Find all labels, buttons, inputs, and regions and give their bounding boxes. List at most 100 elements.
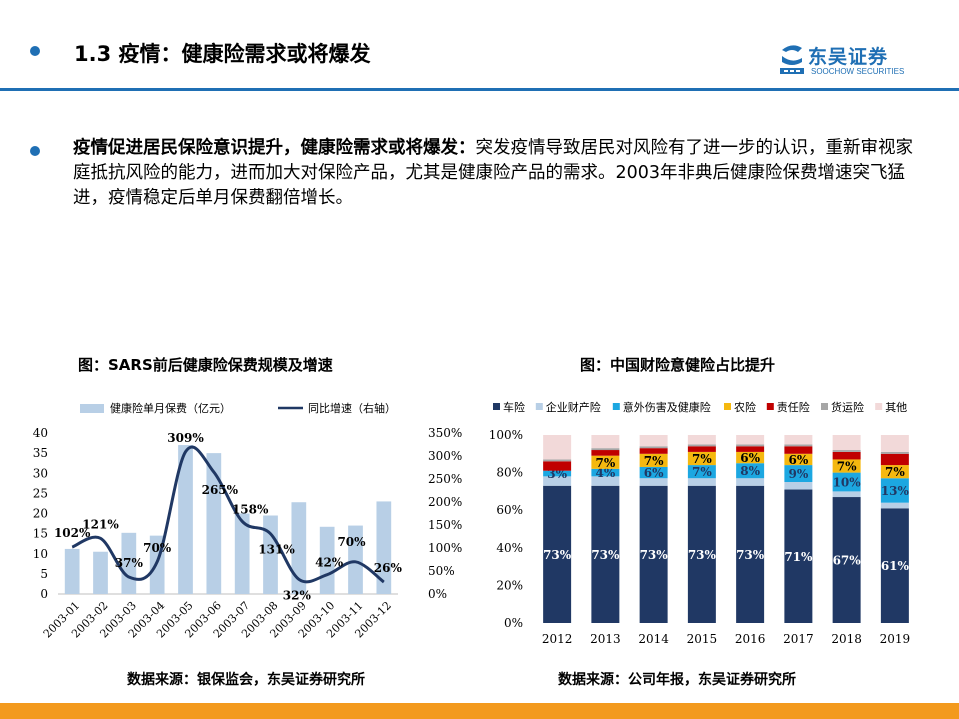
y-left-tick-label: 20 <box>33 507 48 521</box>
y-right-tick-label: 150% <box>428 518 462 532</box>
growth-data-label: 70% <box>337 535 366 549</box>
legend-label-premium: 健康险单月保费（亿元） <box>110 401 231 415</box>
segment-data-label: 7% <box>692 465 712 479</box>
y-left-tick-label: 25 <box>33 486 48 500</box>
bar-segment <box>591 485 620 623</box>
bar-segment <box>832 472 861 492</box>
y-left-tick-label: 5 <box>40 567 48 581</box>
line-growth <box>71 445 385 584</box>
bar-segment <box>784 446 813 454</box>
bar-segment <box>591 435 620 449</box>
segment-data-label: 67% <box>833 554 862 568</box>
segment-data-label: 6% <box>740 451 760 465</box>
bar-segment <box>543 485 572 623</box>
bar-segment <box>832 450 861 452</box>
segment-data-label: 4% <box>595 466 615 480</box>
segment-data-label: 73% <box>736 548 765 562</box>
growth-data-label: 102% <box>54 526 91 540</box>
bar-segment <box>832 497 861 623</box>
logo-subtitle: SOOCHOW SECURITIES <box>811 67 905 76</box>
segment-data-label: 73% <box>543 548 572 562</box>
x-tick-label: 2012 <box>542 632 573 646</box>
bar-segment <box>687 485 716 623</box>
bar-segment <box>880 508 909 623</box>
legend-swatch <box>766 403 774 410</box>
bar-premium <box>348 525 363 594</box>
legend-swatch <box>535 403 543 410</box>
bar-segment <box>639 453 668 467</box>
bar-segment <box>736 485 765 623</box>
bar-segment <box>880 502 909 509</box>
bar-segment <box>784 453 813 466</box>
bar-segment <box>687 451 716 466</box>
y-right-tick-label: 300% <box>428 449 462 463</box>
bar-segment <box>736 444 765 447</box>
bar-segment <box>832 435 861 451</box>
bar-segment <box>880 453 909 466</box>
chart2-source: 数据来源：公司年报，东吴证券研究所 <box>558 672 796 688</box>
bar-premium <box>178 445 193 594</box>
segment-data-label: 73% <box>640 548 669 562</box>
bar-segment <box>784 482 813 490</box>
bar-segment <box>639 466 668 479</box>
bar-segment <box>880 478 909 503</box>
legend-swatch-premium <box>80 404 104 413</box>
company-logo: 东吴证券 SOOCHOW SECURITIES <box>778 40 928 80</box>
segment-data-label: 61% <box>881 559 910 573</box>
y-right-tick-label: 250% <box>428 472 462 486</box>
bar-premium <box>64 548 80 594</box>
bar-segment <box>880 465 909 479</box>
bar-segment <box>784 444 813 447</box>
bar-segment <box>832 459 861 473</box>
bar-segment <box>639 485 668 623</box>
bar-segment <box>639 478 668 486</box>
growth-data-label: 42% <box>315 556 344 570</box>
segment-data-label: 7% <box>692 452 712 466</box>
footer-bar <box>0 703 959 719</box>
bar-segment <box>687 444 716 447</box>
body-bullet <box>30 146 40 156</box>
y-right-tick-label: 350% <box>428 426 462 440</box>
growth-data-label: 70% <box>143 541 172 555</box>
y-tick-label: 60% <box>496 503 523 517</box>
growth-data-label: 131% <box>258 543 295 557</box>
legend-label: 车险 <box>503 400 525 414</box>
segment-data-label: 7% <box>837 460 857 474</box>
bar-premium <box>263 515 278 594</box>
bar-segment <box>591 476 620 486</box>
bar-segment <box>784 435 813 445</box>
legend-swatch <box>493 403 500 410</box>
body-paragraph: 疫情促进居民保险意识提升，健康险需求或将爆发：突发疫情导致居民对风险有了进一步的… <box>73 136 923 211</box>
segment-data-label: 7% <box>885 465 905 479</box>
bar-premium <box>376 501 392 594</box>
body-lead: 疫情促进居民保险意识提升，健康险需求或将爆发： <box>73 138 476 158</box>
y-tick-label: 80% <box>496 466 523 480</box>
segment-data-label: 71% <box>784 550 813 564</box>
growth-data-label: 158% <box>232 502 269 516</box>
bar-segment <box>591 455 620 469</box>
y-right-tick-label: 100% <box>428 541 462 555</box>
bar-segment <box>832 451 861 460</box>
logo-mark-icon <box>780 45 804 74</box>
chart2-title: 图：中国财险意健险占比提升 <box>580 356 776 374</box>
legend-swatch <box>821 403 828 410</box>
bar-segment <box>543 470 572 477</box>
y-left-tick-label: 30 <box>33 466 48 480</box>
legend-label: 意外伤害及健康险 <box>623 400 711 414</box>
bar-segment <box>639 448 668 454</box>
bar-segment <box>736 463 765 479</box>
y-tick-label: 40% <box>496 541 523 555</box>
y-left-tick-label: 35 <box>33 446 48 460</box>
legend-label: 责任险 <box>777 400 810 414</box>
chart1-sars-health-premium: 健康险单月保费（亿元） 同比增速（右轴） 0 5 10 15 20 25 30 35 40 0% 50%… <box>33 401 463 640</box>
segment-data-label: 9% <box>788 467 808 481</box>
chart1-source: 数据来源：银保监会，东吴证券研究所 <box>127 672 365 688</box>
header-divider <box>0 88 959 91</box>
legend-swatch <box>724 403 731 410</box>
y-tick-label: 0% <box>504 616 523 630</box>
page-title: 1.3 疫情：健康险需求或将爆发 <box>74 42 371 66</box>
segment-data-label: 6% <box>644 466 664 480</box>
bar-segment <box>736 451 765 464</box>
bar-segment <box>784 489 813 623</box>
y-right-tick-label: 200% <box>428 495 462 509</box>
